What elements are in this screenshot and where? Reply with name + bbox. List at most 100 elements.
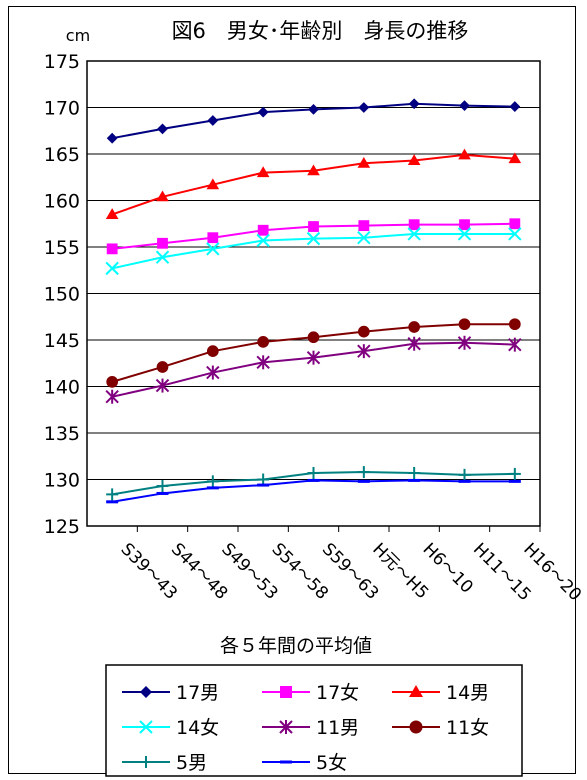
marker-triangle xyxy=(508,152,522,164)
marker-square xyxy=(509,218,521,230)
legend-label: 11女 xyxy=(446,717,489,739)
y-tick-label: 175 xyxy=(44,51,80,73)
marker-asterisk xyxy=(508,337,522,352)
marker-dash xyxy=(206,486,219,490)
marker-diamond xyxy=(207,115,219,126)
marker-circle xyxy=(106,376,119,388)
marker-asterisk xyxy=(105,389,119,404)
marker-circle xyxy=(408,321,421,333)
marker-x xyxy=(206,242,220,256)
marker-plus xyxy=(408,466,421,479)
marker-triangle xyxy=(105,208,119,219)
marker-dash xyxy=(458,479,471,483)
legend-label: 14男 xyxy=(446,682,489,704)
y-tick-label: 135 xyxy=(44,423,80,445)
marker-square xyxy=(308,221,319,232)
marker-plus xyxy=(140,756,152,768)
marker-x xyxy=(155,250,170,264)
marker-x xyxy=(508,227,522,241)
marker-circle xyxy=(458,318,471,331)
y-tick-label: 145 xyxy=(44,330,80,352)
marker-plus xyxy=(257,473,270,486)
marker-plus xyxy=(307,466,320,479)
series-line xyxy=(112,479,515,503)
chart-title: 図6 男女･年齢別 身長の推移 xyxy=(172,19,469,43)
legend-box xyxy=(105,664,523,777)
y-tick-label: 170 xyxy=(44,98,80,120)
marker-x xyxy=(256,233,270,248)
marker-asterisk xyxy=(306,350,321,365)
marker-plus xyxy=(206,475,219,488)
marker-plus xyxy=(106,488,119,501)
marker-asterisk xyxy=(155,378,170,393)
legend-label: 14女 xyxy=(176,717,219,739)
marker-square xyxy=(280,686,292,698)
y-unit-label: cm xyxy=(66,26,90,45)
marker-x xyxy=(407,227,421,241)
y-tick-label: 140 xyxy=(44,377,80,399)
marker-diamond xyxy=(157,123,168,135)
marker-diamond xyxy=(106,132,118,144)
marker-square xyxy=(257,224,269,236)
marker-dash xyxy=(508,479,521,483)
marker-dash xyxy=(257,483,270,487)
marker-x xyxy=(357,230,371,245)
marker-diamond xyxy=(308,103,319,115)
marker-square xyxy=(106,243,118,255)
marker-triangle xyxy=(409,685,423,697)
marker-square xyxy=(207,232,219,244)
marker-asterisk xyxy=(357,344,371,359)
marker-dash xyxy=(106,500,119,504)
marker-x xyxy=(457,227,472,241)
marker-triangle xyxy=(156,190,169,202)
marker-circle xyxy=(357,325,370,338)
marker-asterisk xyxy=(279,720,293,734)
y-tick-label: 160 xyxy=(44,191,80,213)
marker-circle xyxy=(409,720,423,734)
marker-asterisk xyxy=(407,336,421,351)
y-tick-label: 155 xyxy=(44,237,80,259)
marker-plus xyxy=(156,480,169,493)
marker-square xyxy=(358,220,370,232)
plot-border xyxy=(86,60,541,527)
marker-circle xyxy=(206,345,219,358)
legend-label: 5男 xyxy=(176,752,207,774)
marker-dash xyxy=(408,478,421,482)
marker-x xyxy=(306,231,321,246)
marker-triangle xyxy=(256,166,270,178)
marker-dash xyxy=(156,491,169,495)
legend-label: 17男 xyxy=(176,682,219,704)
legend: 17男 17女 14男 14女 11男 11女 5男 5女 xyxy=(122,682,489,774)
marker-dash xyxy=(280,760,292,764)
marker-circle xyxy=(307,331,320,344)
legend-label: 5女 xyxy=(316,752,347,774)
plot-area: 175170165160155150145140135130125S39～43S… xyxy=(44,51,585,605)
marker-diamond xyxy=(358,102,370,113)
marker-plus xyxy=(458,468,471,481)
marker-asterisk xyxy=(457,335,472,350)
marker-plus xyxy=(508,467,521,480)
y-tick-label: 150 xyxy=(44,284,80,306)
chart-frame xyxy=(8,6,576,774)
marker-diamond xyxy=(509,101,521,112)
x-axis-title: 各５年間の平均値 xyxy=(220,635,372,657)
y-tick-label: 125 xyxy=(44,516,80,538)
marker-diamond xyxy=(257,106,269,118)
marker-asterisk xyxy=(206,365,220,380)
marker-square xyxy=(408,219,420,231)
marker-circle xyxy=(156,361,169,373)
marker-circle xyxy=(257,336,270,348)
y-tick-label: 130 xyxy=(44,470,80,492)
marker-triangle xyxy=(307,164,320,176)
marker-dash xyxy=(307,478,320,482)
marker-square xyxy=(157,237,168,249)
marker-x xyxy=(139,720,153,734)
marker-diamond xyxy=(459,100,470,112)
marker-triangle xyxy=(206,178,220,190)
marker-square xyxy=(459,219,470,231)
marker-plus xyxy=(357,466,370,479)
marker-diamond xyxy=(140,686,152,698)
marker-x xyxy=(105,261,119,276)
marker-diamond xyxy=(408,98,420,110)
